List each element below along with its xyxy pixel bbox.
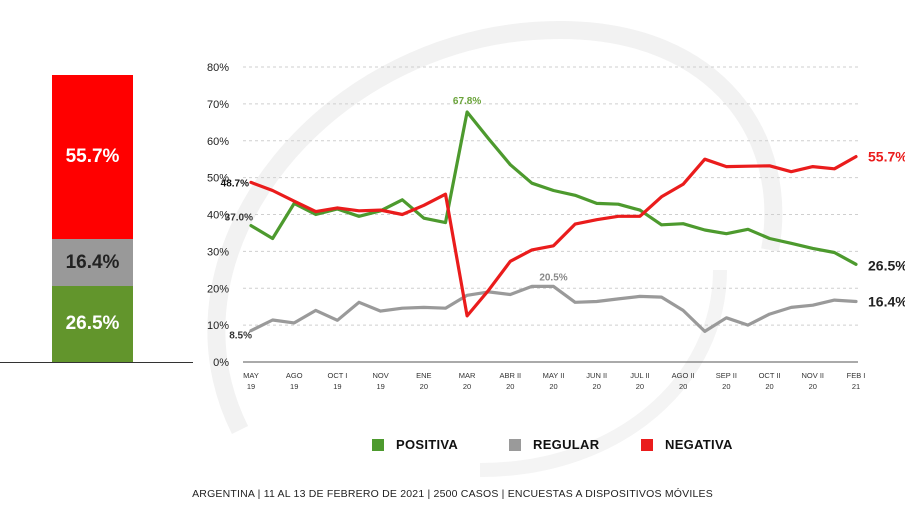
x-tick-label: AGO II (672, 371, 695, 380)
y-tick-label: 30% (207, 246, 229, 258)
legend-label-positiva: POSITIVA (396, 437, 459, 452)
x-tick-label: 20 (636, 382, 644, 391)
y-tick-label: 10% (207, 320, 229, 332)
bar-label-regular: 16.4% (65, 251, 120, 273)
bar-segment-negativa: 55.7% (52, 75, 133, 239)
x-tick-label: AGO (286, 371, 303, 380)
x-tick-label: 20 (809, 382, 817, 391)
x-tick-label: ENE (416, 371, 431, 380)
x-tick-label: MAR (459, 371, 476, 380)
watermark-arc (479, 269, 727, 477)
x-tick-label: 19 (290, 382, 298, 391)
x-tick-label: FEB I (847, 371, 866, 380)
x-tick-label: 21 (852, 382, 860, 391)
x-tick-label: ABR II (499, 371, 521, 380)
x-tick-label: OCT I (327, 371, 347, 380)
x-tick-label: 20 (506, 382, 514, 391)
legend-swatch-regular (509, 438, 521, 451)
x-tick-label: 19 (376, 382, 384, 391)
y-tick-label: 60% (207, 136, 229, 148)
data-label-positiva: 26.5% (868, 257, 905, 273)
y-tick-label: 40% (207, 210, 229, 222)
bar-label-positiva: 26.5% (65, 313, 120, 334)
series-line-regular (249, 284, 858, 333)
data-label-regular: 20.5% (539, 272, 567, 283)
x-tick-label: NOV (373, 371, 389, 380)
bar-baseline (0, 362, 193, 363)
y-tick-label: 50% (207, 173, 229, 185)
legend-swatch-negativa (641, 438, 653, 451)
x-tick-label: 20 (765, 382, 773, 391)
bar-label-negativa: 55.7% (65, 146, 120, 167)
y-tick-label: 20% (207, 283, 229, 295)
data-label-negativa: 55.7% (868, 149, 905, 165)
legend-swatch-positiva (372, 438, 384, 451)
x-tick-label: JUL II (630, 371, 649, 380)
series-line-negativa (249, 155, 858, 318)
legend-label-regular: REGULAR (533, 437, 600, 452)
x-tick-label: 20 (463, 382, 471, 391)
x-tick-label: SEP II (716, 371, 737, 380)
y-tick-label: 70% (207, 99, 229, 111)
x-tick-label: 20 (722, 382, 730, 391)
data-label-regular: 16.4% (868, 294, 905, 310)
legend-negativa: NEGATIVA (641, 437, 733, 452)
watermark-arc (207, 20, 783, 435)
x-tick-label: 19 (247, 382, 255, 391)
y-tick-label: 0% (213, 357, 229, 369)
data-label-positiva: 37.0% (225, 213, 253, 224)
data-label-regular: 8.5% (229, 331, 252, 342)
legend-positiva: POSITIVA (372, 437, 458, 452)
data-label-negativa: 48.7% (221, 178, 249, 189)
x-tick-label: NOV II (802, 371, 825, 380)
x-tick-label: 20 (593, 382, 601, 391)
x-tick-label: MAY (243, 371, 259, 380)
legend-label-negativa: NEGATIVA (665, 437, 733, 452)
x-tick-label: 20 (420, 382, 428, 391)
data-label-positiva: 67.8% (453, 96, 481, 107)
x-tick-label: 20 (549, 382, 557, 391)
y-tick-label: 80% (207, 62, 229, 74)
x-tick-label: OCT II (759, 371, 781, 380)
x-tick-label: MAY II (543, 371, 565, 380)
bar-segment-positiva: 26.5% (52, 286, 133, 362)
x-tick-label: 20 (679, 382, 687, 391)
legend-regular: REGULAR (509, 437, 599, 452)
bar-segment-regular: 16.4% (52, 239, 133, 286)
series-line-positiva (249, 110, 858, 266)
footer-caption: ARGENTINA | 11 AL 13 DE FEBRERO DE 2021 … (192, 488, 713, 500)
x-tick-label: JUN II (586, 371, 607, 380)
x-tick-label: 19 (333, 382, 341, 391)
